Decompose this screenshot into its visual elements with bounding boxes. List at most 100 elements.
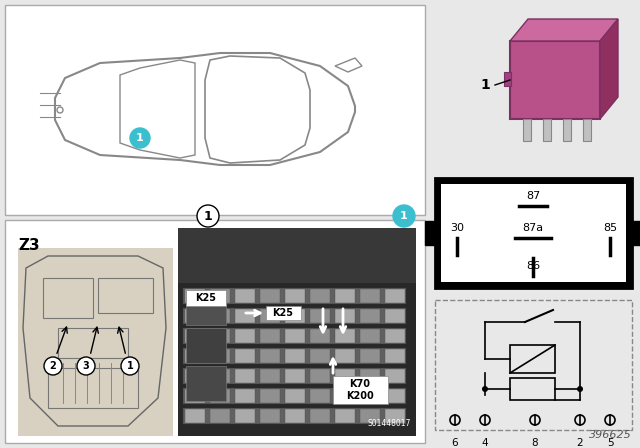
Bar xyxy=(360,409,380,423)
Circle shape xyxy=(44,357,62,375)
Bar xyxy=(360,349,380,363)
Bar xyxy=(510,378,555,400)
Bar xyxy=(183,368,406,384)
Bar xyxy=(5,5,425,215)
Bar xyxy=(186,290,226,325)
Bar xyxy=(441,184,626,282)
Circle shape xyxy=(482,386,488,392)
Bar xyxy=(183,288,406,304)
Bar xyxy=(310,349,330,363)
Bar xyxy=(260,289,280,303)
Bar xyxy=(504,72,511,86)
Bar xyxy=(335,369,355,383)
Text: 3: 3 xyxy=(83,361,90,371)
Text: 1: 1 xyxy=(136,133,144,143)
Bar xyxy=(310,329,330,343)
Text: 2: 2 xyxy=(50,361,56,371)
Bar xyxy=(385,329,405,343)
Bar xyxy=(335,289,355,303)
Text: Z3: Z3 xyxy=(18,238,40,253)
Text: S01448017: S01448017 xyxy=(367,419,411,428)
Text: 1: 1 xyxy=(480,78,490,92)
Bar xyxy=(178,228,416,436)
Bar xyxy=(543,119,551,141)
Bar xyxy=(210,369,230,383)
Bar xyxy=(260,389,280,403)
Bar xyxy=(435,300,632,430)
Bar xyxy=(185,409,205,423)
Text: 1: 1 xyxy=(204,210,212,223)
Bar xyxy=(310,289,330,303)
Bar xyxy=(210,289,230,303)
Bar xyxy=(260,329,280,343)
Text: 396625: 396625 xyxy=(589,430,632,440)
Bar xyxy=(510,345,555,373)
Circle shape xyxy=(121,357,139,375)
Polygon shape xyxy=(600,19,618,119)
Bar xyxy=(185,289,205,303)
Text: 85: 85 xyxy=(603,223,617,233)
Bar xyxy=(178,228,416,283)
Bar xyxy=(210,309,230,323)
Bar xyxy=(310,409,330,423)
Bar xyxy=(260,309,280,323)
Bar xyxy=(48,368,138,408)
Bar xyxy=(285,349,305,363)
Bar xyxy=(43,278,93,318)
Bar xyxy=(266,306,301,320)
Circle shape xyxy=(130,128,150,148)
Bar xyxy=(631,221,640,245)
Text: 87a: 87a xyxy=(522,223,543,233)
Bar xyxy=(186,366,226,401)
Text: 30: 30 xyxy=(450,223,464,233)
Circle shape xyxy=(577,386,583,392)
Bar xyxy=(183,388,406,404)
Bar xyxy=(285,409,305,423)
Bar xyxy=(385,309,405,323)
Polygon shape xyxy=(510,19,618,41)
Text: 4: 4 xyxy=(482,438,488,448)
Bar xyxy=(335,389,355,403)
Bar xyxy=(185,389,205,403)
Text: 1: 1 xyxy=(400,211,408,221)
Text: 6: 6 xyxy=(452,438,458,448)
Bar xyxy=(310,369,330,383)
Bar xyxy=(510,41,600,119)
Bar xyxy=(385,409,405,423)
Bar xyxy=(335,409,355,423)
Circle shape xyxy=(393,205,415,227)
Text: 5: 5 xyxy=(607,438,613,448)
Bar xyxy=(435,178,632,288)
Bar xyxy=(385,349,405,363)
Bar xyxy=(285,369,305,383)
Bar xyxy=(186,328,226,363)
Bar xyxy=(425,221,436,245)
Circle shape xyxy=(197,205,219,227)
Bar xyxy=(333,376,388,404)
Bar xyxy=(183,308,406,324)
Bar xyxy=(260,369,280,383)
Bar xyxy=(98,278,153,313)
Bar xyxy=(183,328,406,344)
Bar xyxy=(360,329,380,343)
Bar xyxy=(385,289,405,303)
Bar xyxy=(285,329,305,343)
Bar xyxy=(335,309,355,323)
Bar xyxy=(385,389,405,403)
Bar xyxy=(235,289,255,303)
Bar xyxy=(183,408,406,424)
Bar xyxy=(186,290,226,306)
Bar xyxy=(210,409,230,423)
Bar xyxy=(185,309,205,323)
Bar xyxy=(360,389,380,403)
Bar xyxy=(260,409,280,423)
Text: K25: K25 xyxy=(273,308,294,318)
Text: 1: 1 xyxy=(127,361,133,371)
Bar xyxy=(18,248,173,436)
Text: 86: 86 xyxy=(526,261,540,271)
Bar xyxy=(583,119,591,141)
Bar xyxy=(210,389,230,403)
Bar xyxy=(360,309,380,323)
Bar xyxy=(58,328,128,358)
Bar xyxy=(260,349,280,363)
